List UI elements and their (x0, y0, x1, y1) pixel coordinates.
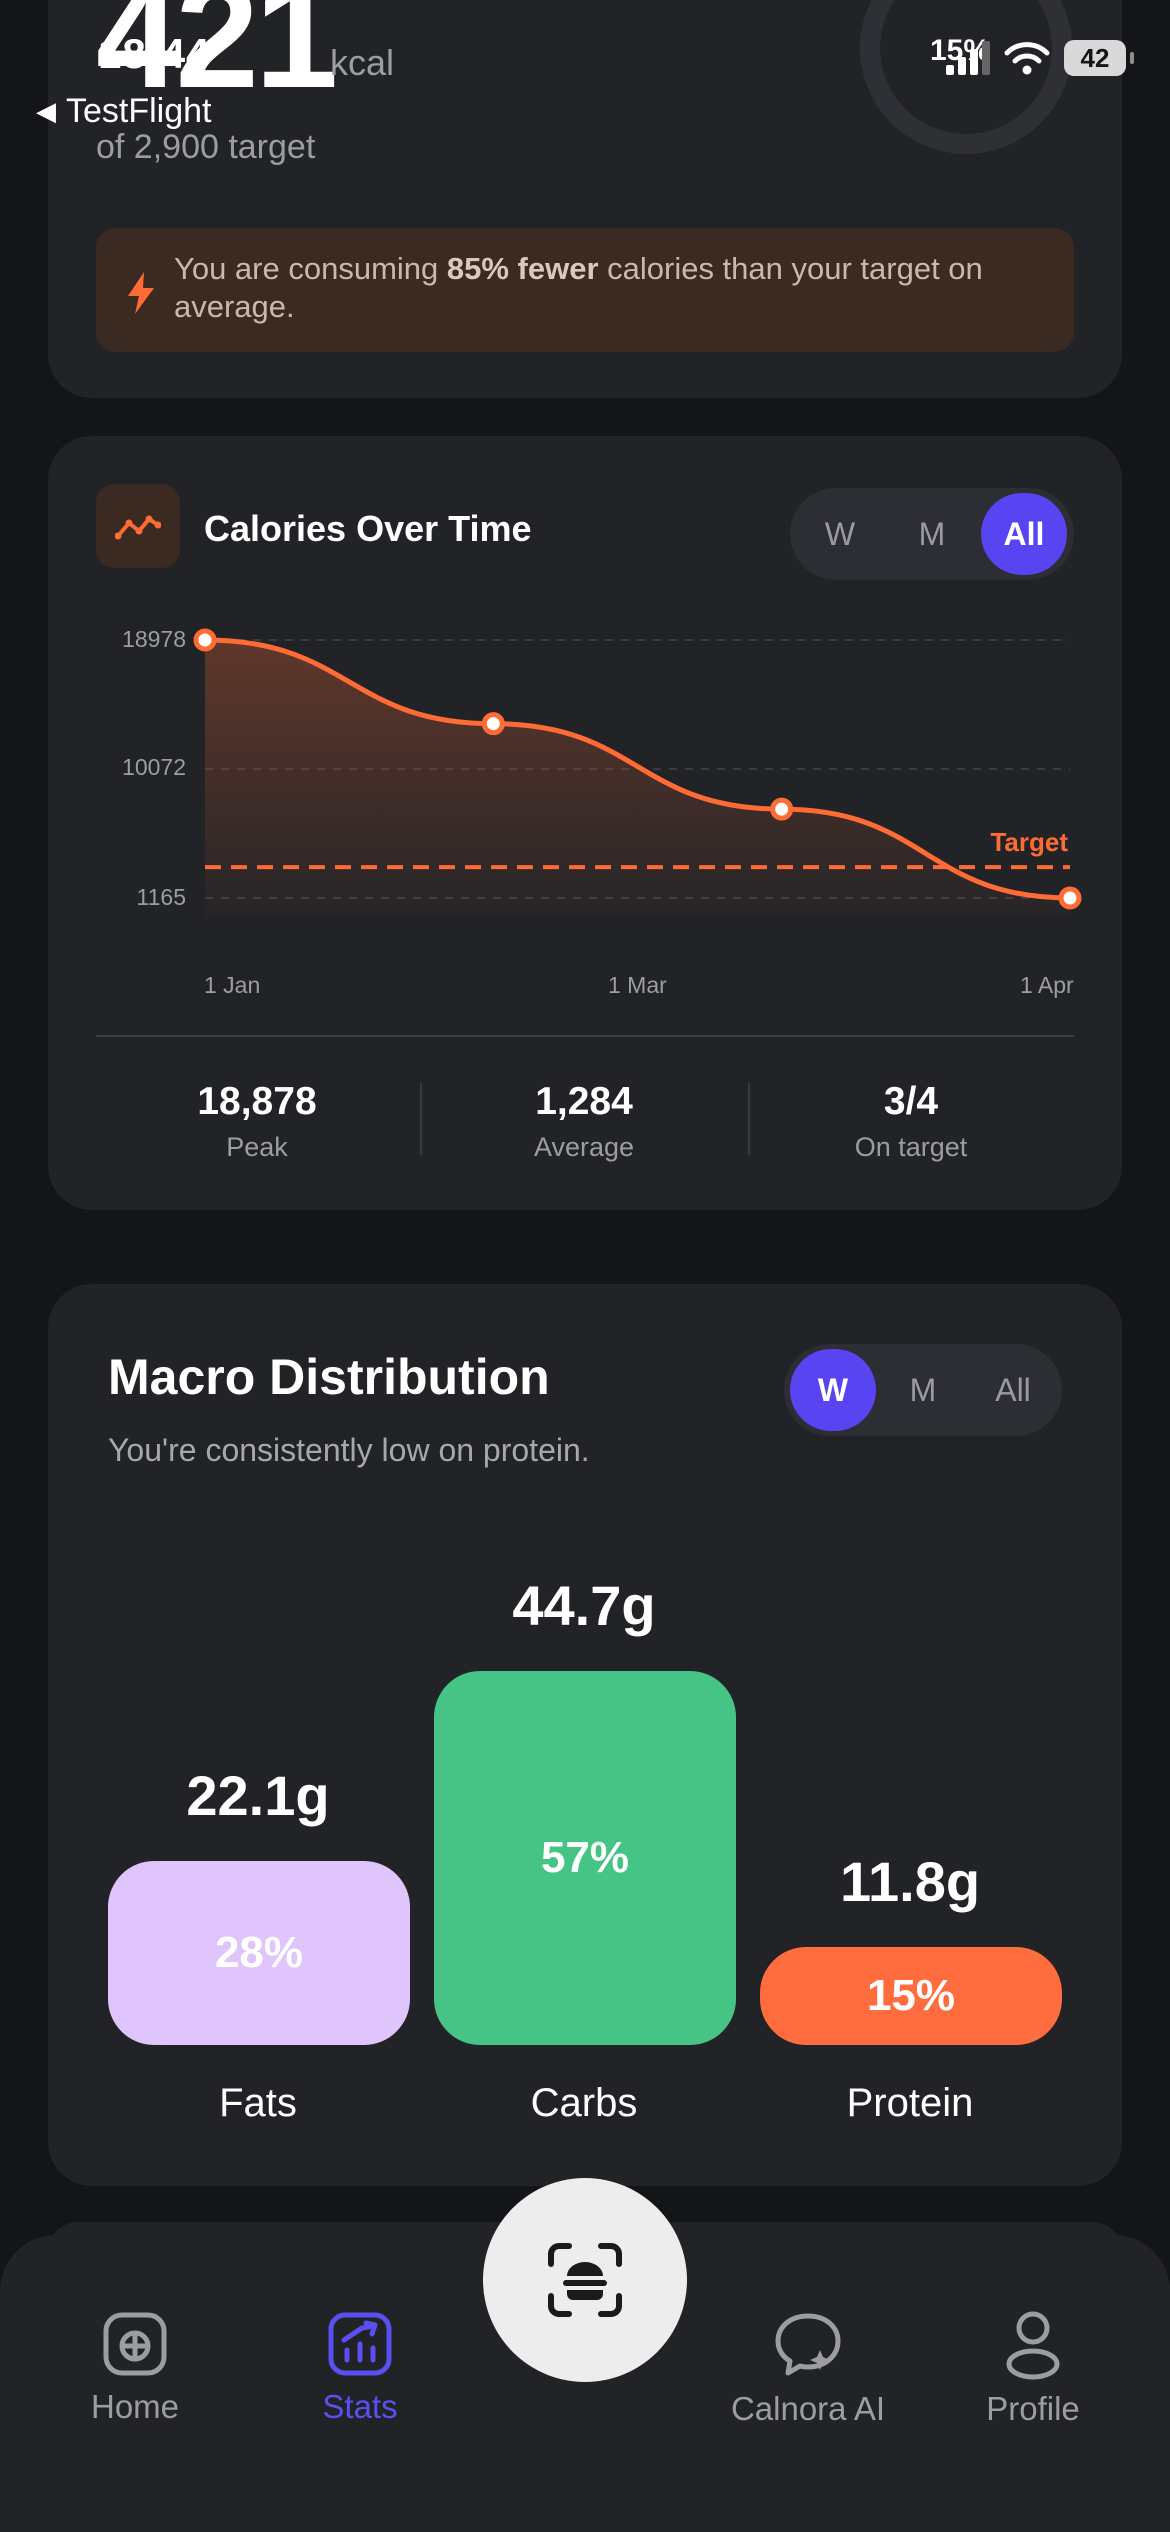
home-icon (103, 2312, 167, 2376)
alert-highlight: 85% fewer (446, 251, 599, 286)
x-tick-label: 1 Mar (608, 972, 667, 998)
macro-subtitle: You're consistently low on protein. (108, 1432, 590, 1468)
chart-data-point (1058, 886, 1082, 910)
tab-stats[interactable]: Stats (260, 2310, 460, 2426)
chart-filter-week[interactable]: W (824, 515, 856, 552)
chart-filter-all[interactable]: All (981, 493, 1067, 575)
calorie-alert-text: You are consuming 85% fewer calories tha… (174, 251, 983, 324)
tab-stats-label: Stats (322, 2388, 398, 2425)
stat-on-target-label: On target (854, 1132, 968, 1162)
y-tick-label: 18978 (122, 626, 186, 652)
back-app-label: TestFlight (66, 92, 212, 130)
stat-peak: 18,878 Peak (107, 1080, 407, 1163)
scan-food-button[interactable] (483, 2178, 687, 2382)
macro-carbs-grams: 44.7g (512, 1574, 656, 1637)
tab-home-label: Home (90, 2388, 180, 2425)
trend-icon (96, 484, 180, 568)
status-time: 18:44 (98, 30, 211, 77)
ai-chat-icon (775, 2313, 841, 2376)
stat-peak-value: 18,878 (197, 1080, 317, 1123)
status-indicators: 42 (946, 40, 1134, 76)
macro-protein-label: Protein (846, 2081, 974, 2125)
cellular-signal-icon (946, 41, 990, 75)
macro-filter-week[interactable]: W (790, 1349, 876, 1431)
macro-protein-bar: 15% (760, 1947, 1062, 2045)
stats-icon (328, 2312, 392, 2376)
profile-icon (1006, 2311, 1060, 2380)
macro-carbs-bar: 57% (434, 1671, 736, 2045)
macro-range-selector: W M All (784, 1344, 1062, 1436)
lightning-icon (128, 272, 154, 314)
calorie-unit: kcal (330, 42, 395, 83)
chart-data-point (770, 797, 794, 821)
macro-filter-month[interactable]: M (909, 1371, 937, 1408)
progress-ring (860, 0, 1072, 154)
stat-average-label: Average (533, 1132, 635, 1162)
stat-on-target: 3/4 On target (761, 1080, 1061, 1163)
macro-title: Macro Distribution (108, 1349, 550, 1405)
macro-fats-grams: 22.1g (186, 1764, 330, 1827)
macro-carbs-label: Carbs (530, 2081, 638, 2125)
tab-calnora-ai[interactable]: Calnora AI (708, 2310, 908, 2428)
macro-fats-label: Fats (219, 2081, 297, 2125)
tab-calnora-ai-label: Calnora AI (730, 2390, 886, 2427)
chart-range-selector: W M All (790, 488, 1074, 580)
scan-food-icon (548, 2243, 622, 2317)
tab-home[interactable]: Home (35, 2310, 235, 2426)
stat-peak-label: Peak (226, 1132, 288, 1162)
x-tick-label: 1 Apr (1020, 972, 1074, 998)
chart-area-fill (205, 640, 1070, 918)
back-triangle-icon: ◀ (36, 96, 56, 126)
calorie-target-text: of 2,900 target (96, 128, 316, 166)
stat-average-value: 1,284 (535, 1080, 633, 1123)
tab-profile[interactable]: Profile (933, 2310, 1133, 2428)
stat-on-target-value: 3/4 (883, 1080, 939, 1123)
target-label: Target (990, 827, 1068, 857)
wifi-icon (1004, 42, 1050, 75)
battery-indicator: 42 (1064, 40, 1134, 76)
x-tick-label: 1 Jan (204, 972, 261, 998)
stat-average: 1,284 Average (434, 1080, 734, 1163)
y-tick-label: 1165 (136, 884, 186, 910)
chart-title: Calories Over Time (204, 508, 532, 549)
back-to-testflight-link[interactable]: ◀ TestFlight (36, 92, 212, 131)
macro-protein-grams: 11.8g (839, 1850, 981, 1913)
chart-series-line (202, 637, 1073, 901)
stat-separator (420, 1083, 422, 1155)
tab-profile-label: Profile (986, 2390, 1080, 2427)
y-tick-label: 10072 (122, 754, 186, 780)
chart-data-point (481, 712, 505, 736)
chart-filter-month[interactable]: M (918, 515, 946, 552)
calorie-line-chart: Target (193, 628, 1082, 918)
calorie-alert-banner (96, 228, 1074, 352)
stat-separator (748, 1083, 750, 1155)
calorie-count: 421 (96, 0, 338, 119)
chart-divider (96, 1035, 1074, 1037)
macro-filter-all[interactable]: All (995, 1371, 1031, 1408)
macro-fats-bar: 28% (108, 1861, 410, 2045)
chart-data-point (193, 628, 217, 652)
